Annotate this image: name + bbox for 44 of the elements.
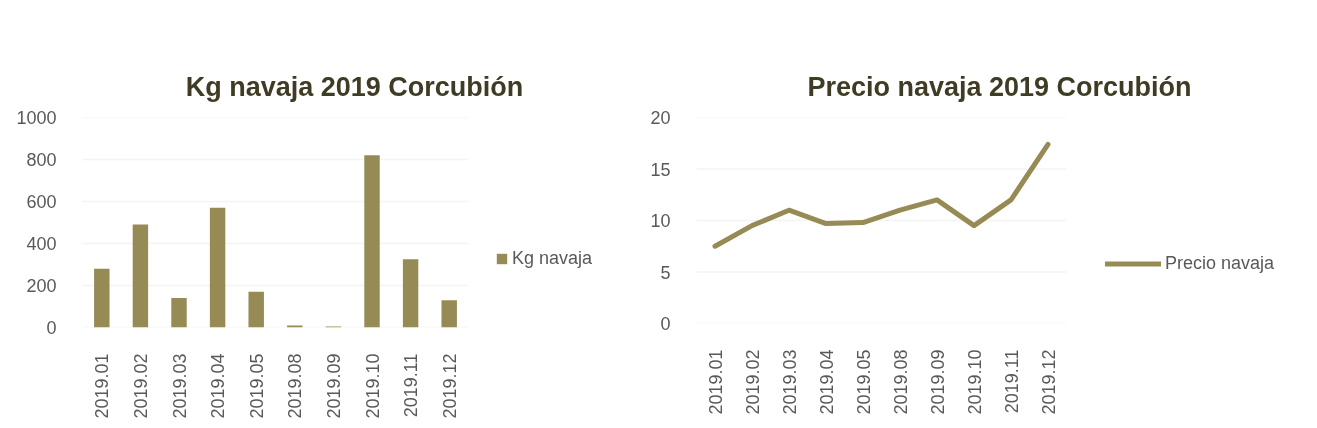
chart-title: Precio navaja 2019 Corcubión [807, 71, 1192, 102]
x-tick-label: 2019.12 [1038, 349, 1059, 415]
x-tick-label: 2019.11 [1001, 349, 1022, 414]
y-tick-label: 5 [660, 262, 671, 283]
x-tick-label: 2019.03 [169, 353, 190, 419]
bar [364, 155, 380, 328]
y-tick-label: 600 [26, 192, 57, 212]
y-tick-label: 0 [660, 314, 671, 334]
y-tick-label: 20 [650, 108, 671, 128]
x-tick-label: 2019.01 [92, 353, 113, 419]
x-tick-label: 2019.09 [927, 349, 948, 415]
x-tick-label: 2019.04 [816, 349, 837, 415]
legend-label: Precio navaja [1165, 253, 1275, 274]
y-tick-label: 400 [26, 234, 57, 254]
legend-label: Kg navaja [512, 248, 593, 269]
bar [132, 224, 149, 328]
x-tick-label: 2019.04 [208, 353, 229, 419]
x-tick-label: 2019.02 [742, 349, 763, 415]
y-tick-label: 0 [46, 318, 57, 338]
bar [209, 207, 226, 328]
bar [171, 298, 187, 328]
x-tick-label: 2019.11 [401, 353, 422, 418]
bar [402, 259, 419, 328]
x-tick-label: 2019.10 [362, 353, 383, 419]
bar [287, 325, 303, 328]
y-tick-label: 800 [26, 150, 57, 170]
y-tick-label: 200 [26, 276, 57, 296]
x-tick-label: 2019.09 [323, 353, 344, 419]
chart-title: Kg navaja 2019 Corcubión [185, 71, 524, 102]
x-tick-label: 2019.10 [964, 349, 985, 415]
bar [94, 268, 110, 328]
x-tick-label: 2019.03 [779, 349, 800, 415]
x-tick-label: 2019.08 [890, 349, 911, 415]
x-tick-label: 2019.01 [705, 349, 726, 415]
bar [248, 291, 264, 328]
x-tick-label: 2019.05 [853, 349, 874, 415]
x-tick-label: 2019.08 [285, 353, 306, 419]
x-tick-label: 2019.12 [439, 353, 460, 419]
y-tick-label: 10 [650, 211, 671, 231]
x-tick-label: 2019.02 [130, 353, 151, 419]
y-tick-label: 15 [650, 159, 671, 180]
x-tick-label: 2019.05 [246, 353, 267, 419]
bar [441, 300, 457, 328]
y-tick-label: 1000 [16, 108, 57, 128]
